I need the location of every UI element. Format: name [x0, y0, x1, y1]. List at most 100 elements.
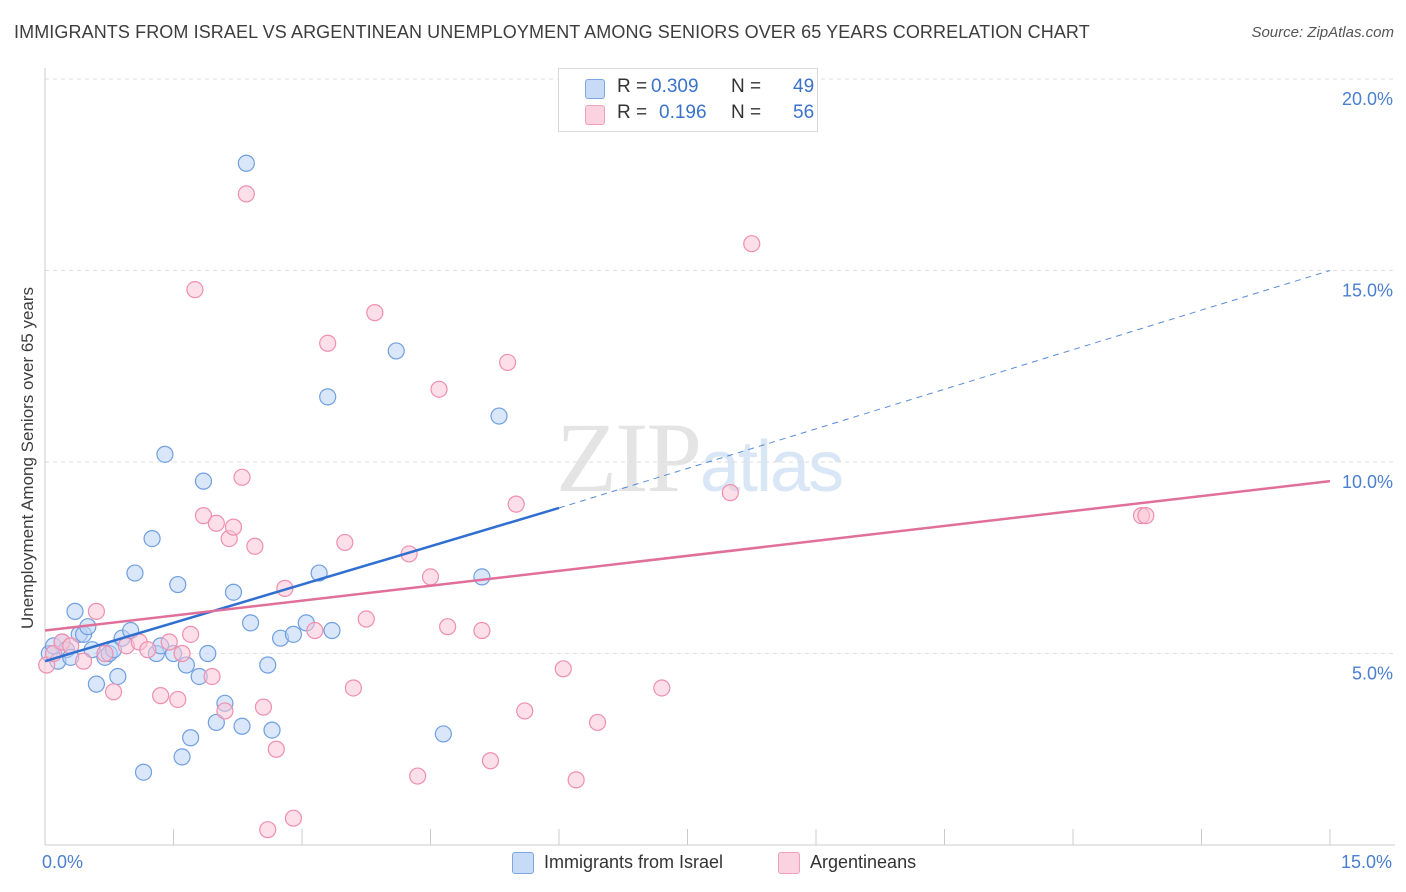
- trend-line-israel: [44, 506, 560, 663]
- legend-swatch-argentineans: [585, 105, 605, 125]
- point-israel: [134, 763, 153, 781]
- point-israel: [284, 625, 303, 643]
- point-argentineans: [224, 518, 243, 536]
- zipatlas-watermark: ZIPatlas: [556, 400, 844, 515]
- point-argentineans: [233, 468, 251, 486]
- point-argentineans: [173, 644, 191, 663]
- legend-r-value: 0.309: [651, 76, 699, 97]
- point-argentineans: [152, 687, 170, 705]
- point-israel: [182, 729, 200, 747]
- point-israel: [323, 621, 341, 640]
- point-argentineans: [182, 625, 200, 643]
- series-argentineans: [38, 185, 1155, 839]
- point-argentineans: [139, 641, 157, 659]
- legend-n-label: N =: [731, 76, 762, 97]
- point-argentineans: [319, 334, 337, 352]
- point-israel: [207, 713, 225, 732]
- chart-title: IMMIGRANTS FROM ISRAEL VS ARGENTINEAN UN…: [14, 22, 1090, 42]
- point-argentineans: [409, 767, 427, 785]
- point-argentineans: [473, 621, 491, 640]
- x-tick-max: 15.0%: [1340, 852, 1392, 872]
- y-tick-label: 5.0%: [1352, 664, 1393, 684]
- point-argentineans: [588, 713, 607, 732]
- bottom-legend-label-israel: Immigrants from Israel: [544, 852, 724, 872]
- legend-r-label: R =: [617, 76, 648, 97]
- point-israel: [490, 407, 508, 425]
- point-argentineans: [430, 380, 448, 398]
- point-israel: [199, 644, 217, 663]
- point-argentineans: [499, 353, 517, 372]
- trend-lines: [44, 270, 1331, 663]
- point-argentineans: [439, 618, 457, 636]
- bottom-legend-swatch-argentineans: [778, 852, 800, 874]
- point-argentineans: [284, 809, 303, 827]
- point-israel: [319, 388, 337, 406]
- point-argentineans: [96, 644, 114, 663]
- point-argentineans: [207, 514, 225, 532]
- axes: [44, 68, 1395, 846]
- point-israel: [109, 667, 127, 686]
- point-argentineans: [194, 507, 213, 525]
- point-israel: [387, 342, 405, 360]
- point-argentineans: [216, 702, 234, 720]
- point-israel: [473, 568, 491, 586]
- point-argentineans: [237, 185, 255, 203]
- legend-n-label: N =: [731, 102, 762, 123]
- trend-line-israel-extension: [558, 270, 1331, 509]
- point-argentineans: [104, 683, 123, 701]
- y-tick-labels: 5.0% 10.0% 15.0% 20.0%: [1342, 89, 1393, 684]
- point-israel: [156, 445, 174, 463]
- point-israel: [169, 575, 187, 594]
- legend-swatch-israel: [585, 79, 605, 99]
- point-argentineans: [421, 568, 440, 586]
- y-axis-label: Unemployment Among Seniors over 65 years: [18, 286, 37, 630]
- point-israel: [143, 529, 161, 548]
- point-argentineans: [653, 679, 671, 697]
- point-israel: [233, 717, 251, 735]
- x-tick-min: 0.0%: [42, 852, 84, 872]
- source-label: Source: ZipAtlas.com: [1251, 24, 1394, 41]
- point-israel: [224, 583, 243, 601]
- point-argentineans: [306, 621, 324, 640]
- point-argentineans: [481, 752, 500, 770]
- y-tick-label: 20.0%: [1342, 89, 1393, 109]
- point-argentineans: [267, 740, 285, 758]
- point-argentineans: [186, 281, 204, 299]
- point-argentineans: [1137, 507, 1155, 525]
- point-israel: [242, 614, 260, 632]
- point-argentineans: [357, 610, 375, 628]
- point-israel: [126, 564, 144, 582]
- point-argentineans: [254, 698, 273, 716]
- stats-legend: R = 0.309 N = 49 R = 0.196 N = 56: [558, 68, 818, 132]
- point-argentineans: [516, 702, 534, 720]
- point-argentineans: [507, 495, 525, 513]
- point-argentineans: [246, 537, 264, 555]
- watermark-zip: ZIP: [556, 402, 702, 513]
- point-argentineans: [344, 679, 362, 697]
- trend-line-argentineans: [44, 479, 1331, 632]
- legend-n-value: 49: [793, 76, 815, 97]
- point-israel: [173, 748, 191, 766]
- y-tick-label: 15.0%: [1342, 281, 1393, 301]
- point-argentineans: [203, 667, 221, 686]
- point-argentineans: [169, 690, 187, 709]
- point-israel: [434, 725, 452, 743]
- point-israel: [263, 721, 281, 739]
- point-argentineans: [336, 533, 354, 552]
- point-israel: [259, 656, 277, 674]
- point-argentineans: [743, 235, 761, 253]
- point-argentineans: [87, 602, 106, 620]
- point-argentineans: [567, 771, 585, 789]
- bottom-legend-swatch-israel: [512, 852, 534, 874]
- point-argentineans: [160, 633, 178, 651]
- bottom-legend-label-argentineans: Argentineans: [810, 852, 917, 872]
- point-israel: [87, 675, 106, 693]
- legend-n-value: 56: [793, 102, 815, 123]
- point-israel: [194, 472, 213, 490]
- point-israel: [237, 154, 255, 172]
- point-argentineans: [721, 484, 739, 502]
- y-tick-label: 10.0%: [1342, 472, 1393, 492]
- point-argentineans: [366, 304, 384, 322]
- legend-r-value: 0.196: [659, 102, 707, 123]
